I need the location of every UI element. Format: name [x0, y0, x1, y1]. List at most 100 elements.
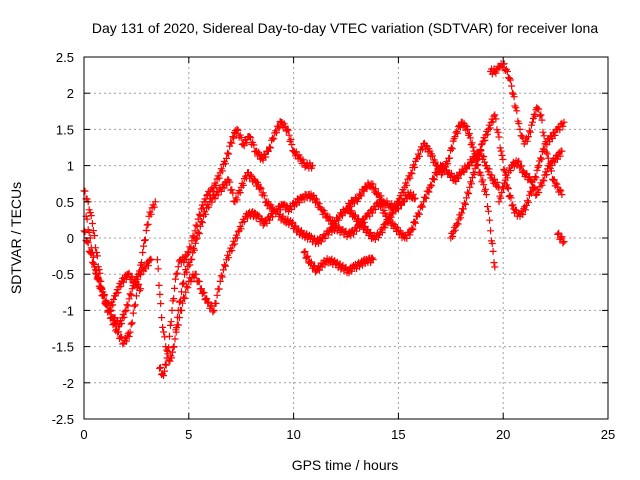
data-point — [225, 150, 233, 158]
data-point — [279, 212, 287, 220]
data-point — [88, 220, 96, 227]
data-point — [295, 151, 303, 159]
data-point — [233, 125, 241, 133]
data-point — [141, 236, 149, 244]
data-point — [427, 181, 435, 189]
data-point — [89, 259, 97, 267]
data-point — [451, 226, 459, 234]
data-point — [508, 202, 516, 210]
y-tick-label: -1 — [62, 303, 74, 318]
y-axis-ticks: -2.5 -2 -1.5 -1 -0.5 0 0.5 1 1.5 2 2.5 — [52, 50, 608, 427]
data-point — [306, 259, 314, 267]
data-point — [303, 253, 311, 261]
data-point — [468, 159, 476, 167]
data-point — [536, 112, 544, 120]
data-point — [228, 139, 236, 147]
data-point — [150, 203, 158, 211]
data-point — [512, 104, 520, 112]
data-point — [89, 253, 97, 261]
data-point — [498, 188, 506, 196]
y-tick-label: 1 — [67, 159, 74, 174]
data-point — [539, 128, 547, 136]
data-point — [196, 212, 204, 219]
data-point — [468, 139, 476, 147]
data-point — [262, 153, 270, 161]
data-point — [535, 189, 543, 196]
data-point — [154, 265, 162, 273]
data-point — [239, 181, 247, 189]
data-point — [131, 301, 139, 309]
x-tick-label: 0 — [80, 427, 87, 442]
data-point — [100, 292, 108, 300]
data-point — [183, 268, 191, 276]
data-point — [215, 285, 223, 293]
data-point — [354, 197, 361, 205]
data-point — [273, 129, 280, 137]
chart-title: Day 131 of 2020, Sidereal Day-to-day VTE… — [92, 20, 599, 36]
data-point — [110, 296, 118, 303]
data-point — [541, 140, 549, 148]
data-point — [315, 200, 323, 208]
data-point — [532, 174, 540, 182]
data-point — [465, 130, 473, 138]
data-point — [497, 194, 505, 202]
y-tick-label: 0 — [67, 231, 74, 246]
data-point — [388, 209, 396, 217]
data-point — [552, 179, 560, 187]
data-point — [269, 213, 277, 221]
data-point — [162, 343, 170, 351]
data-point — [324, 231, 332, 239]
data-point — [215, 174, 223, 182]
data-point — [210, 306, 218, 314]
data-point — [247, 171, 255, 179]
data-point — [429, 152, 436, 160]
data-point — [493, 178, 501, 186]
data-point — [181, 252, 189, 260]
data-point — [125, 333, 133, 340]
data-point — [160, 328, 168, 336]
data-point — [208, 198, 216, 206]
data-point — [155, 281, 163, 289]
data-point — [485, 165, 493, 173]
data-point — [192, 221, 200, 229]
x-tick-label: 10 — [286, 427, 300, 442]
data-point — [258, 154, 266, 162]
data-point — [166, 321, 174, 329]
data-point — [140, 242, 148, 250]
data-point — [300, 249, 308, 256]
data-point — [462, 200, 469, 208]
data-point — [270, 135, 278, 143]
x-tick-label: 25 — [601, 427, 615, 442]
data-point — [109, 301, 117, 309]
data-point — [473, 161, 481, 169]
data-point — [127, 320, 135, 328]
data-point — [428, 182, 436, 190]
data-point — [291, 223, 299, 231]
data-point — [528, 121, 535, 129]
data-point — [139, 249, 147, 256]
data-point — [482, 191, 490, 199]
data-point — [180, 293, 188, 301]
data-point — [357, 192, 365, 200]
data-point — [250, 141, 258, 149]
data-point — [226, 178, 234, 186]
data-point — [284, 126, 292, 134]
y-tick-label: 1.5 — [56, 122, 74, 137]
data-point — [480, 153, 488, 161]
data-point — [524, 198, 532, 206]
data-point — [449, 232, 457, 240]
data-point — [543, 171, 551, 179]
data-point — [535, 105, 543, 113]
data-point — [516, 125, 524, 133]
data-point — [288, 141, 296, 149]
data-point — [369, 256, 377, 264]
data-point — [144, 262, 152, 270]
data-point — [188, 255, 196, 263]
data-point — [538, 155, 545, 163]
data-point — [383, 197, 391, 205]
data-point — [123, 301, 131, 309]
data-point — [477, 141, 485, 149]
data-point — [335, 216, 343, 224]
data-point — [367, 229, 375, 237]
data-point — [353, 227, 360, 235]
